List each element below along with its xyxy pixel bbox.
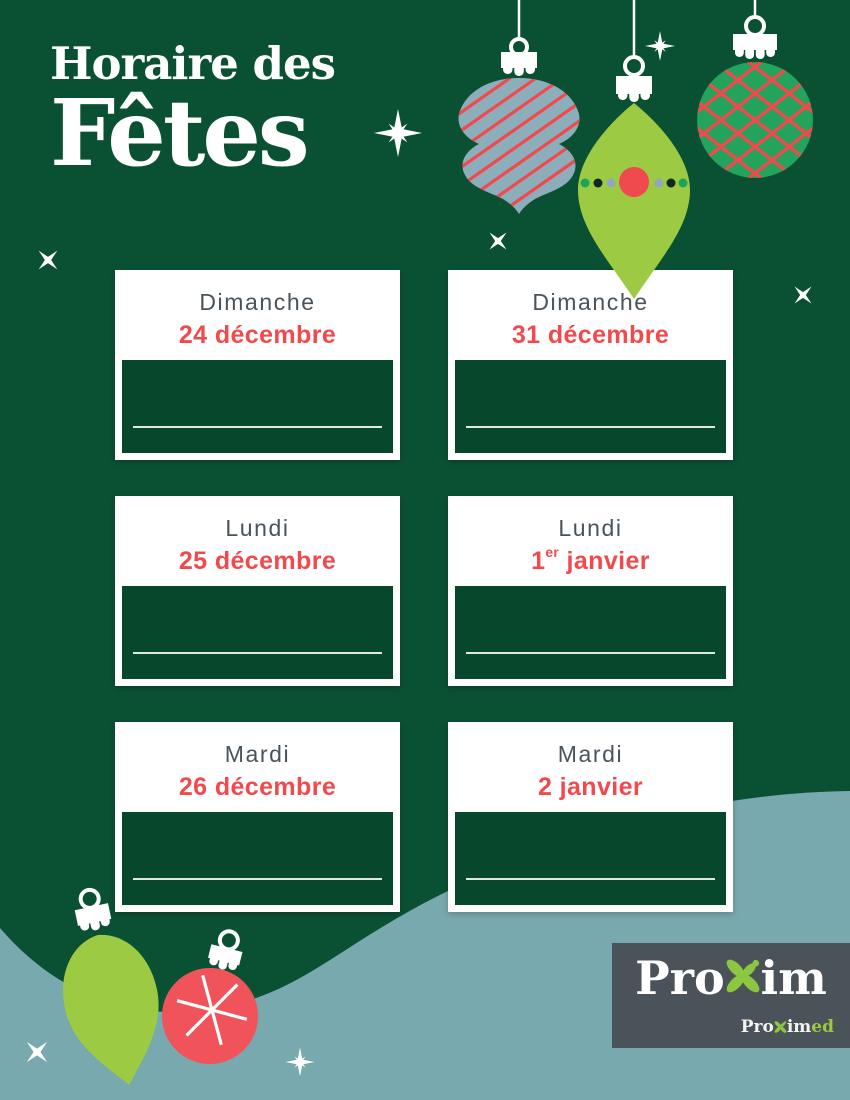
day-label: Mardi [557, 740, 624, 767]
card-writein-area [122, 586, 393, 679]
card-writein-area [455, 586, 726, 679]
card-writein-area [122, 812, 393, 905]
schedule-card-dec24: Dimanche 24 décembre [115, 270, 400, 460]
card-writein-area [455, 360, 726, 453]
card-header: Mardi 2 janvier [448, 722, 733, 812]
write-line [466, 426, 715, 428]
snowflake-icon [176, 974, 248, 1046]
day-label: Lundi [558, 514, 623, 541]
schedule-card-jan1: Lundi 1er janvier [448, 496, 733, 686]
page-title: Horaire des Fêtes [50, 37, 336, 187]
schedule-card-jan2: Mardi 2 janvier [448, 722, 733, 912]
day-label: Lundi [225, 514, 290, 541]
lime-drop-ornament-icon [578, 55, 690, 299]
day-label: Dimanche [532, 288, 649, 315]
schedule-card-dec31: Dimanche 31 décembre [448, 270, 733, 460]
lime-teardrop-ornament-icon [63, 887, 159, 1085]
logo-text-post: im [760, 951, 827, 1005]
date-text: 25 décembre [178, 546, 337, 575]
date-label: 24 décembre [179, 321, 336, 350]
card-header: Lundi 1er janvier [448, 496, 733, 586]
striped-onion-ornament-icon [458, 37, 580, 214]
cross-star-icon [489, 232, 507, 250]
petal-x-icon [774, 1020, 787, 1033]
write-line [133, 652, 382, 654]
red-snowflake-ball-ornament-icon [162, 929, 258, 1064]
cross-star-icon [38, 250, 58, 270]
petal-x-icon [726, 959, 760, 993]
day-label: Dimanche [199, 288, 316, 315]
card-header: Mardi 26 décembre [115, 722, 400, 812]
date-text: 26 décembre [178, 772, 337, 801]
schedule-card-dec26: Mardi 26 décembre [115, 722, 400, 912]
sparkle-star-icon [285, 1047, 315, 1077]
title-line1: Horaire des [50, 37, 336, 90]
sparkle-star-icon [374, 109, 422, 157]
proxim-logo-box: Pro im Pro [612, 943, 850, 1048]
date-label: 2 janvier [538, 773, 643, 802]
date-text: 24 décembre [178, 320, 337, 349]
sublogo-text-pre: Pro [740, 1017, 774, 1037]
write-line [133, 426, 382, 428]
date-text: 2 janvier [537, 772, 644, 801]
card-writein-area [455, 812, 726, 905]
card-header: Dimanche 31 décembre [448, 270, 733, 360]
date-superscript: er [545, 545, 560, 561]
title-line2: Fêtes [50, 78, 310, 187]
date-text: 1 [531, 546, 546, 575]
proxim-logo: Pro im [612, 955, 850, 1001]
proximed-logo: Pro im ed [741, 1019, 834, 1036]
date-suffix: janvier [559, 546, 650, 575]
schedule-card-dec25: Lundi 25 décembre [115, 496, 400, 686]
date-text: 31 décembre [511, 320, 670, 349]
date-label: 1er janvier [531, 545, 650, 576]
write-line [133, 878, 382, 880]
date-label: 26 décembre [179, 773, 336, 802]
logo-text-pre: Pro [635, 951, 725, 1005]
sparkle-star-icon [645, 31, 675, 61]
write-line [466, 652, 715, 654]
write-line [466, 878, 715, 880]
cross-star-icon [794, 286, 812, 304]
day-label: Mardi [224, 740, 291, 767]
card-writein-area [122, 360, 393, 453]
date-label: 25 décembre [179, 547, 336, 576]
cross-star-icon [26, 1041, 48, 1063]
date-label: 31 décembre [512, 321, 669, 350]
card-header: Lundi 25 décembre [115, 496, 400, 586]
plaid-ball-ornament-icon [697, 15, 813, 178]
card-header: Dimanche 24 décembre [115, 270, 400, 360]
sublogo-text-suffix: ed [811, 1017, 834, 1037]
sublogo-text-mid: im [786, 1017, 812, 1037]
